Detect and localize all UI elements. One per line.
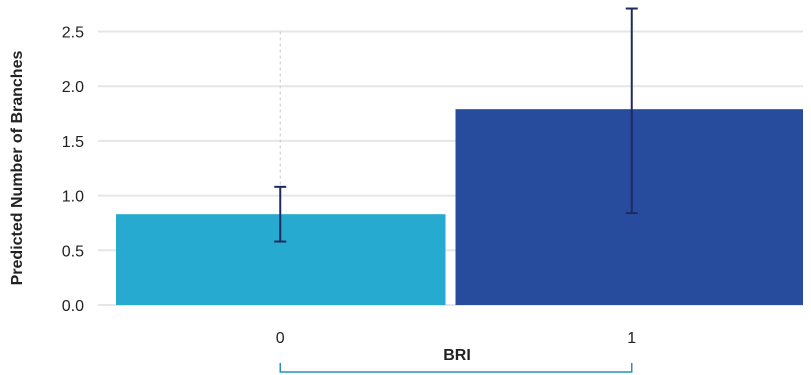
x-tick-label: 0 (276, 330, 285, 347)
bar-1 (455, 109, 803, 305)
y-tick-labels: 0.0 0.5 1.0 1.5 2.0 2.5 (62, 25, 84, 316)
x-axis-title: BRI (443, 347, 471, 364)
y-tick-label: 2.5 (62, 25, 84, 42)
y-tick-label: 1.0 (62, 189, 84, 206)
y-tick-label: 1.5 (62, 134, 84, 151)
y-tick-label: 2.0 (62, 79, 84, 96)
y-axis-title: Predicted Number of Branches (9, 51, 26, 286)
error-bars (274, 7, 638, 243)
error-bar-1 (625, 7, 638, 215)
bars (116, 109, 803, 305)
y-tick-label: 0.5 (62, 243, 84, 260)
x-axis-bracket (279, 363, 633, 373)
y-tick-label: 0.0 (62, 298, 84, 315)
x-tick-label: 1 (627, 330, 636, 347)
error-bar-0 (274, 185, 287, 243)
